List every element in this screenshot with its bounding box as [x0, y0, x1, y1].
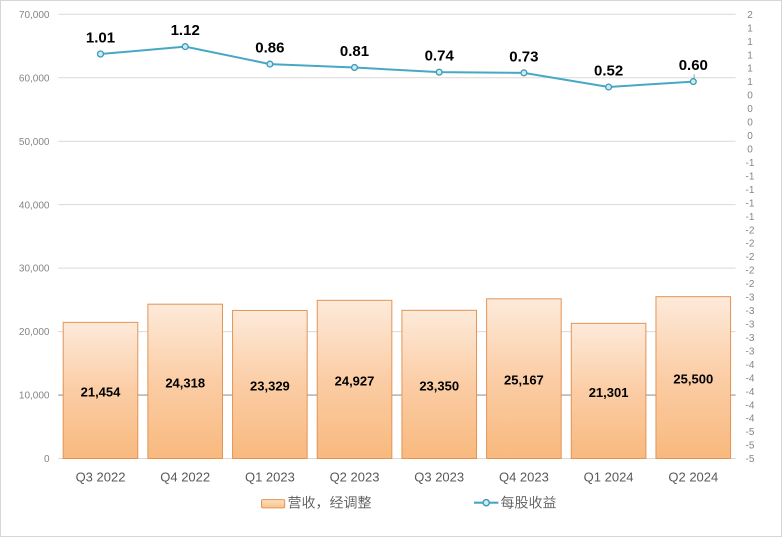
svg-text:40,000: 40,000	[19, 200, 50, 211]
svg-text:23,350: 23,350	[419, 378, 459, 393]
svg-text:0.60: 0.60	[679, 57, 708, 74]
svg-text:-4: -4	[746, 360, 755, 371]
svg-text:-5: -5	[746, 427, 755, 438]
svg-text:-2: -2	[746, 239, 755, 250]
svg-text:10,000: 10,000	[19, 391, 50, 402]
svg-text:70,000: 70,000	[19, 10, 50, 21]
svg-text:-4: -4	[746, 373, 755, 384]
svg-text:60,000: 60,000	[19, 73, 50, 84]
svg-text:0: 0	[747, 118, 753, 129]
svg-text:1: 1	[747, 64, 753, 75]
svg-text:Q3 2023: Q3 2023	[414, 470, 464, 485]
svg-text:Q2 2023: Q2 2023	[330, 470, 380, 485]
svg-text:0: 0	[747, 91, 753, 102]
svg-text:-3: -3	[746, 306, 755, 317]
svg-text:-4: -4	[746, 387, 755, 398]
svg-text:-1: -1	[746, 198, 755, 209]
svg-text:21,301: 21,301	[589, 385, 629, 400]
svg-text:-4: -4	[746, 414, 755, 425]
svg-text:50,000: 50,000	[19, 137, 50, 148]
svg-text:-3: -3	[746, 346, 755, 357]
svg-text:2: 2	[747, 10, 753, 21]
svg-text:Q3 2022: Q3 2022	[76, 470, 126, 485]
svg-text:-1: -1	[746, 171, 755, 182]
svg-text:-2: -2	[746, 225, 755, 236]
svg-text:24,927: 24,927	[335, 373, 375, 388]
svg-text:-3: -3	[746, 293, 755, 304]
svg-text:-1: -1	[746, 212, 755, 223]
svg-text:-3: -3	[746, 333, 755, 344]
svg-text:0.81: 0.81	[340, 43, 369, 60]
svg-text:0.74: 0.74	[425, 48, 455, 65]
svg-text:0.73: 0.73	[509, 48, 538, 65]
svg-text:0: 0	[44, 454, 50, 465]
svg-text:Q4 2023: Q4 2023	[499, 470, 549, 485]
svg-text:-2: -2	[746, 252, 755, 263]
svg-text:-1: -1	[746, 158, 755, 169]
svg-text:-3: -3	[746, 319, 755, 330]
svg-text:1: 1	[747, 50, 753, 61]
svg-text:-2: -2	[746, 279, 755, 290]
svg-text:24,318: 24,318	[165, 375, 205, 390]
svg-text:1.12: 1.12	[171, 22, 200, 39]
svg-text:0: 0	[747, 145, 753, 156]
svg-text:30,000: 30,000	[19, 264, 50, 275]
svg-text:21,454: 21,454	[81, 384, 122, 399]
svg-text:-1: -1	[746, 185, 755, 196]
svg-text:0: 0	[747, 104, 753, 115]
svg-text:-2: -2	[746, 266, 755, 277]
svg-text:-5: -5	[746, 441, 755, 452]
svg-text:-5: -5	[746, 454, 755, 465]
svg-text:Q1 2024: Q1 2024	[584, 470, 634, 485]
svg-text:1: 1	[747, 37, 753, 48]
svg-text:23,329: 23,329	[250, 379, 290, 394]
svg-text:0.52: 0.52	[594, 62, 623, 79]
svg-text:25,500: 25,500	[673, 372, 713, 387]
svg-text:0.86: 0.86	[255, 40, 284, 57]
svg-text:20,000: 20,000	[19, 327, 50, 338]
svg-text:25,167: 25,167	[504, 373, 544, 388]
svg-text:1: 1	[747, 23, 753, 34]
svg-text:Q2 2024: Q2 2024	[668, 470, 718, 485]
svg-text:Q1 2023: Q1 2023	[245, 470, 295, 485]
svg-text:Q4 2022: Q4 2022	[160, 470, 210, 485]
svg-text:1.01: 1.01	[86, 29, 115, 46]
svg-text:1: 1	[747, 77, 753, 88]
svg-text:0: 0	[747, 131, 753, 142]
svg-text:-4: -4	[746, 400, 755, 411]
